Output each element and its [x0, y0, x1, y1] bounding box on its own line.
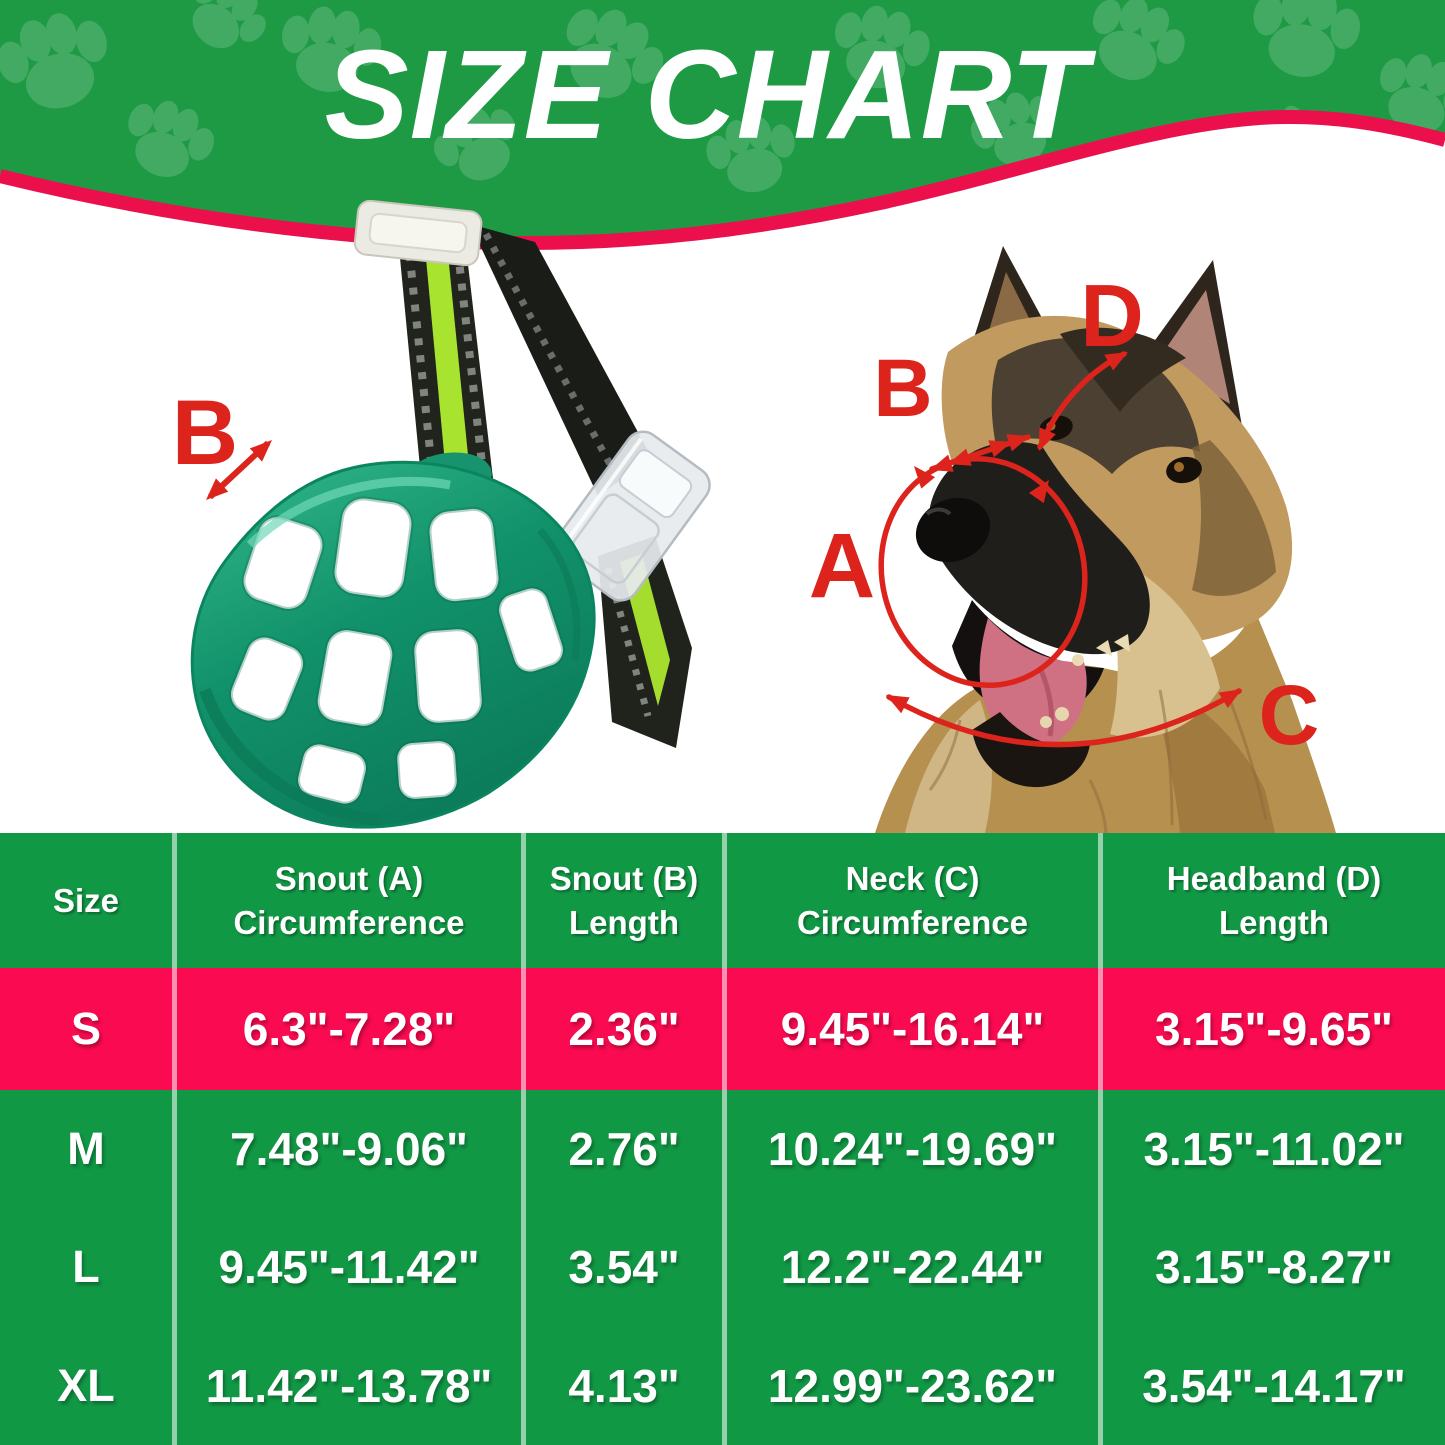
cell-size: L: [0, 1208, 177, 1326]
cell-headband-length: 3.54"-14.17": [1142, 1359, 1406, 1412]
column-header-snout-circumference: Snout (A) Circumference: [177, 833, 526, 968]
column-header-headband-length: Headband (D) Length: [1103, 833, 1445, 968]
measurement-letter-a: A: [809, 515, 875, 617]
cell-neck-circumference: 9.45"-16.14": [727, 968, 1103, 1090]
wave-ribbon: [0, 109, 1445, 251]
cell-neck-circumference: 10.24"-19.69": [727, 1090, 1103, 1208]
column-header-sublabel: Length: [569, 903, 679, 941]
muzzle-buckle: [553, 430, 711, 602]
cell-snout-length: 2.36": [526, 968, 727, 1090]
muzzle-cage-holes: [228, 496, 565, 806]
column-header-sublabel: Circumference: [233, 903, 465, 941]
dog-muzzle: [928, 441, 1150, 655]
muzzle-product-figure: B: [172, 200, 711, 829]
measurement-d-curve: [1030, 344, 1133, 455]
measurement-letter-b: B: [172, 382, 238, 484]
dog-tooth: [1055, 707, 1069, 721]
arrowhead-icon: [881, 687, 910, 714]
cell-snout-circumference: 6.3"-7.28": [177, 968, 526, 1090]
cell-neck-circumference: 12.2"-22.44": [727, 1208, 1103, 1326]
header-banner: SIZE CHART: [0, 0, 1445, 270]
cell-size: M: [0, 1090, 177, 1208]
column-header-neck-circumference: Neck (C) Circumference: [727, 833, 1103, 968]
dog-right-eye-iris: [1174, 462, 1184, 472]
measurement-letter-d: D: [1080, 266, 1144, 365]
muzzle-side-strap: [470, 224, 652, 496]
cell-neck-circumference: 12.99"-23.62": [727, 1326, 1103, 1445]
cell-headband-length: 3.15"-9.65": [1103, 968, 1445, 1090]
column-header-sublabel: Circumference: [796, 903, 1029, 941]
dog-nose: [915, 497, 991, 563]
column-header-label: Neck (C): [845, 859, 980, 897]
dog-tooth: [1114, 634, 1130, 652]
measurement-c-arc: [881, 681, 1247, 748]
dog-tooth: [1040, 716, 1052, 728]
column-header-sublabel: Length: [1219, 903, 1329, 941]
cell-snout-circumference: 11.42"-13.78": [177, 1326, 526, 1445]
cell-size: S: [0, 968, 177, 1090]
measurement-letter-b: B: [873, 343, 932, 434]
dog-illustration: [875, 246, 1336, 833]
column-header-size: Size: [0, 833, 177, 968]
cell-size: XL: [0, 1326, 177, 1445]
dog-measurement-figure: A B C D: [809, 246, 1336, 833]
cell-snout-length: 2.76": [526, 1090, 727, 1208]
dog-measurement-annotations: A B C D: [809, 266, 1320, 762]
muzzle-basket: [190, 452, 596, 829]
dog-right-eye: [1166, 456, 1202, 484]
dog-right-ear-inner: [1158, 290, 1230, 404]
column-header-snout-length: Snout (B) Length: [526, 833, 727, 968]
measurement-a-ellipse: [878, 455, 1088, 689]
muzzle-top-plate: [353, 200, 483, 267]
cell-snout-length: 4.13": [526, 1326, 727, 1445]
column-header-label: Snout (A): [274, 859, 424, 897]
dog-head-saddle: [1060, 327, 1186, 412]
column-header-label: Size: [52, 881, 120, 919]
page-title: SIZE CHART: [324, 24, 1089, 165]
header-wave-graphic: [0, 0, 1445, 251]
column-header-label: Headband (D): [1166, 859, 1382, 897]
cell-snout-circumference: 9.45"-11.42": [177, 1208, 526, 1326]
size-table: Size Snout (A) Circumference Snout (B) L…: [0, 833, 1445, 1445]
dog-lower-jaw: [972, 712, 1090, 788]
dog-nostril: [925, 507, 952, 516]
dog-tooth: [1096, 640, 1112, 656]
dog-tooth: [1072, 654, 1084, 666]
dog-tongue-crease: [1037, 666, 1055, 737]
dog-cheek-shading: [1192, 440, 1276, 596]
cell-headband-length: 3.15"-11.02": [1143, 1123, 1405, 1175]
measurement-letter-c: C: [1259, 668, 1320, 762]
cell-headband-length: 3.15"-8.27": [1155, 1241, 1393, 1293]
cell-snout-circumference: 7.48"-9.06": [177, 1090, 526, 1208]
measurement-b-muzzle: B: [172, 382, 279, 507]
cell-snout-length: 3.54": [526, 1208, 727, 1326]
column-header-label: Snout (B): [549, 859, 699, 897]
